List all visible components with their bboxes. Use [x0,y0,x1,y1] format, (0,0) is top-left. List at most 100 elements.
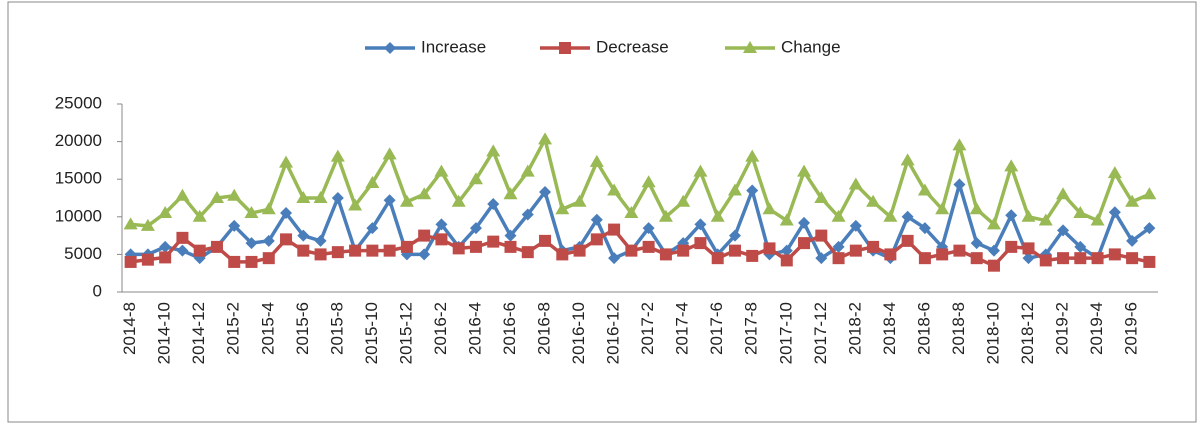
marker [953,244,966,257]
marker [693,164,708,177]
marker [832,252,845,265]
marker [746,184,759,197]
marker [209,191,224,203]
marker [418,248,431,261]
marker [141,253,154,266]
marker [435,233,448,246]
marker [469,222,482,235]
marker [917,183,932,196]
marker [624,206,639,219]
marker [140,218,155,231]
marker [590,233,603,246]
marker [296,191,311,203]
marker [400,240,413,253]
marker [952,138,967,151]
marker [451,194,466,207]
legend-marker [559,42,571,54]
marker [589,154,604,167]
marker [711,252,724,265]
marker [210,240,223,253]
marker [297,229,310,242]
marker [572,194,587,207]
marker [503,187,518,200]
x-tick-label: 2017-12 [811,302,830,364]
marker [590,213,603,226]
marker [970,252,983,265]
marker [1125,194,1140,207]
marker [1108,206,1121,219]
marker [1021,209,1036,222]
marker [417,187,432,200]
x-tick-label: 2016-4 [465,302,484,355]
x-tick-label: 2014-10 [155,302,174,364]
marker [884,248,897,261]
x-tick-label: 2016-8 [535,302,554,355]
marker [159,240,172,253]
marker [641,175,656,188]
marker [780,254,793,267]
marker [676,194,691,207]
marker [366,222,379,235]
x-tick-label: 2018-6 [914,302,933,355]
marker [124,255,137,268]
marker [970,237,983,250]
marker [193,244,206,257]
marker [504,229,517,242]
marker [1143,255,1156,268]
marker [815,229,828,242]
marker [953,178,966,191]
marker [728,244,741,257]
marker [435,218,448,231]
marker [901,210,914,223]
marker [1074,240,1087,253]
x-tick-label: 2014-8 [120,302,139,355]
y-tick-label: 5000 [64,244,102,263]
marker [1073,206,1088,219]
x-tick-label: 2015-4 [258,302,277,355]
marker [555,202,570,215]
marker [1090,213,1105,226]
x-tick-label: 2017-8 [742,302,761,355]
marker [659,248,672,261]
marker [936,248,949,261]
y-tick-label: 0 [93,281,102,300]
y-tick-label: 10000 [55,206,102,225]
marker [1108,248,1121,261]
marker [935,202,950,215]
x-tick-label: 2018-12 [1018,302,1037,364]
marker [1004,159,1019,172]
marker [727,183,742,196]
marker [1074,252,1087,265]
marker [521,208,534,221]
legend-label: Decrease [596,37,669,56]
x-tick-label: 2017-10 [776,302,795,364]
marker [538,132,553,145]
marker [1039,254,1052,267]
marker [987,244,1000,257]
marker [642,240,655,253]
marker [331,246,344,259]
marker [608,252,621,265]
marker [1022,252,1035,265]
marker [745,149,760,162]
y-tick-label: 20000 [55,131,102,150]
marker [1056,187,1071,200]
marker [1107,166,1122,179]
x-tick-label: 2019-4 [1087,302,1106,355]
marker [900,153,915,166]
x-tick-label: 2016-12 [604,302,623,364]
marker [625,244,638,257]
marker [1005,240,1018,253]
marker [918,252,931,265]
marker [556,248,569,261]
marker [815,252,828,265]
legend-item: Decrease [540,37,669,56]
marker [382,147,397,160]
x-tick-label: 2017-6 [707,302,726,355]
marker [728,229,741,242]
marker [798,237,811,250]
x-tick-label: 2014-12 [189,302,208,364]
x-tick-label: 2018-2 [845,302,864,355]
marker [746,249,759,262]
